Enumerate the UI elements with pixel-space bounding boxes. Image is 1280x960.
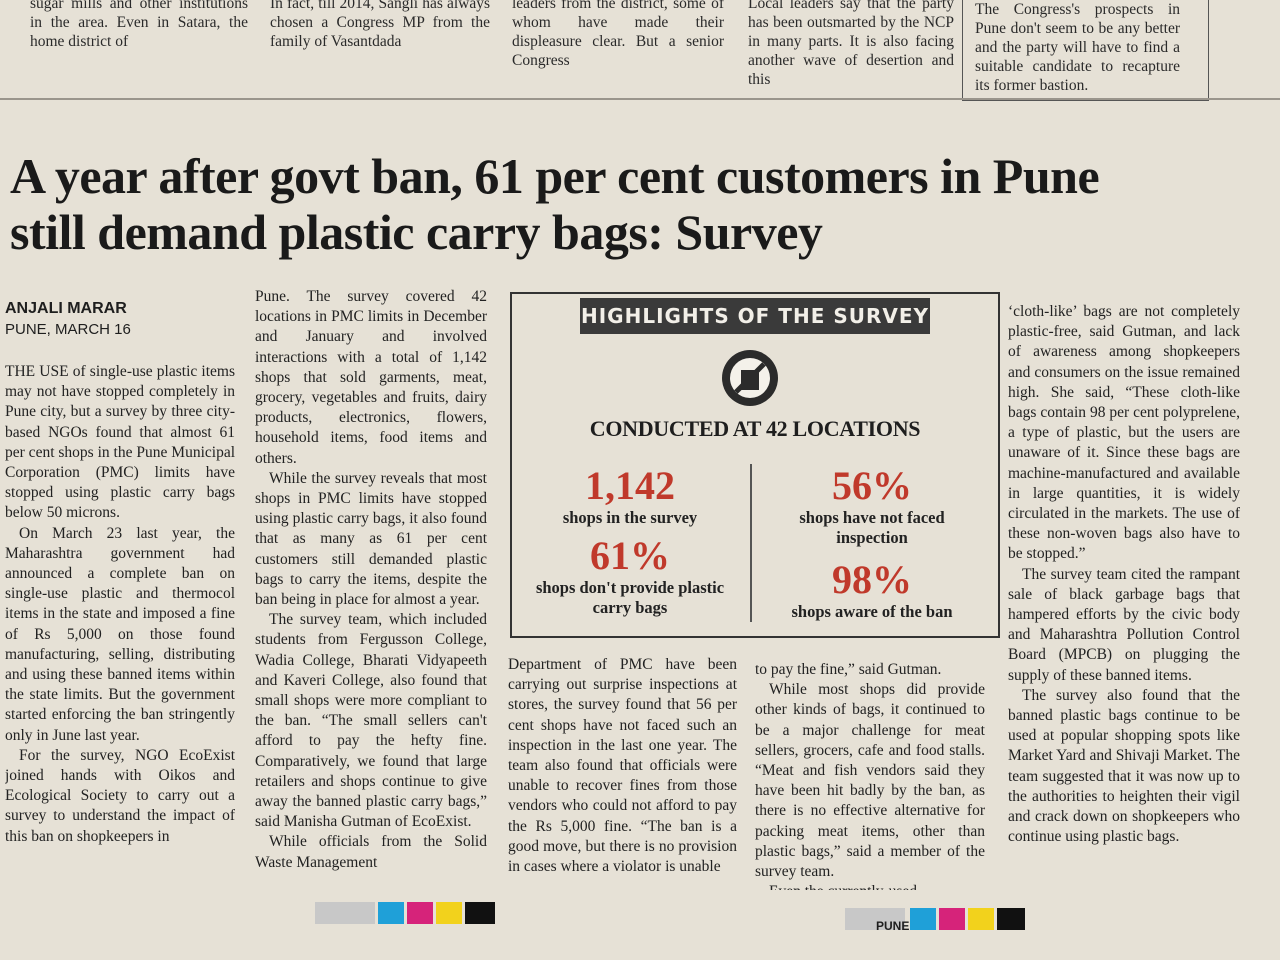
- divider: [750, 464, 752, 622]
- highlights-box: HIGHLIGHTS OF THE SURVEY CONDUCTED AT 42…: [510, 292, 1000, 638]
- author: ANJALI MARAR: [5, 300, 127, 317]
- color-bar: [997, 908, 1025, 930]
- highlights-subtitle: CONDUCTED AT 42 LOCATIONS: [589, 416, 921, 441]
- paragraph: On March 23 last year, the Maharashtra g…: [5, 524, 235, 744]
- no-plastic-icon: [722, 350, 778, 406]
- paragraph: While officials from the Solid Waste Man…: [255, 833, 487, 871]
- stat-value: 98%: [832, 557, 912, 602]
- strip-col: The Congress's prospects in Pune don't s…: [975, 1, 1180, 92]
- stat-value: 61%: [590, 533, 670, 578]
- column: ‘cloth-like’ bags are not completely pla…: [1008, 302, 1240, 897]
- strip-col: sugar mills and other institutions in th…: [30, 0, 248, 50]
- paragraph: The survey also found that the banned pl…: [1008, 686, 1240, 846]
- paragraph: Even the currently-used: [755, 882, 985, 890]
- paragraph: ‘cloth-like’ bags are not completely pla…: [1008, 303, 1240, 563]
- color-bar: [845, 908, 905, 930]
- column: Pune. The survey covered 42 locations in…: [255, 287, 487, 884]
- stat-label: shops in the survey: [562, 508, 698, 527]
- paragraph: Department of PMC have been carrying out…: [508, 656, 737, 876]
- color-bar: [465, 902, 495, 924]
- stat: 98% shops aware of the ban: [762, 558, 982, 622]
- color-bar: [939, 908, 965, 930]
- rule: [0, 98, 1280, 100]
- column: THE USE of single-use plastic items may …: [5, 362, 235, 884]
- paragraph: While the survey reveals that most shops…: [255, 469, 487, 609]
- paragraph: to pay the fine,” said Gutman.: [755, 661, 942, 678]
- color-bar: [910, 908, 936, 930]
- paragraph: For the survey, NGO EcoExist joined hand…: [5, 746, 235, 845]
- color-bar: [315, 902, 375, 924]
- color-bar: [378, 902, 404, 924]
- column: Department of PMC have been carrying out…: [508, 655, 737, 885]
- color-bar: [407, 902, 433, 924]
- stat-value: 56%: [832, 463, 912, 508]
- paragraph: The survey team, which included students…: [255, 611, 487, 831]
- footer-label: PUNE: [876, 919, 910, 933]
- strip-box: [962, 0, 1209, 101]
- color-bar: [436, 902, 462, 924]
- paragraph: THE USE of single-use plastic items may …: [5, 363, 235, 522]
- stat: 1,142 shops in the survey: [520, 464, 740, 528]
- stat-label: shops don't provide plastic carry bags: [535, 578, 725, 617]
- highlights-title: HIGHLIGHTS OF THE SURVEY: [580, 298, 930, 334]
- strip-col: In fact, till 2014, Sangli has always ch…: [270, 0, 490, 50]
- paragraph: Pune. The survey covered 42 locations in…: [255, 288, 487, 467]
- stat-label: shops aware of the ban: [791, 602, 953, 621]
- color-bar: [968, 908, 994, 930]
- stat: 56% shops have not faced inspection: [762, 464, 982, 548]
- stat-label: shops have not faced inspection: [799, 508, 945, 547]
- strip-col: Local leaders say that the party has bee…: [748, 0, 954, 86]
- column: to pay the fine,” said Gutman. While most…: [755, 660, 985, 890]
- stat: 61% shops don't provide plastic carry bag…: [520, 534, 740, 618]
- headline: A year after govt ban, 61 per cent custo…: [10, 148, 1100, 260]
- paragraph: The survey team cited the rampant sale o…: [1008, 565, 1240, 684]
- strip-col: leaders from the district, some of whom …: [512, 0, 724, 69]
- dateline: PUNE, MARCH 16: [5, 321, 131, 338]
- stat-value: 1,142: [585, 463, 675, 508]
- paragraph: While most shops did provide other kinds…: [755, 681, 985, 881]
